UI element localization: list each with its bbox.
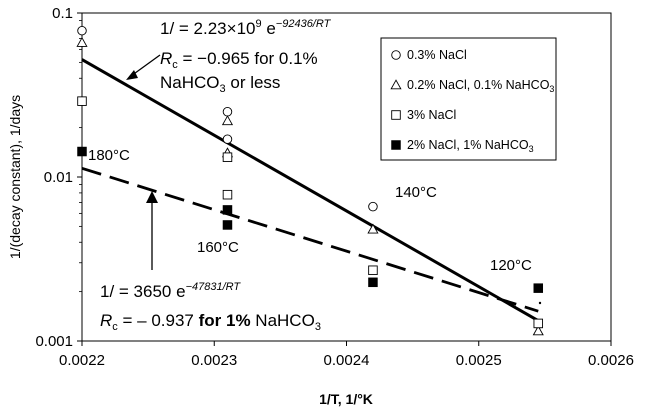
data-point-series-3: [222, 205, 233, 215]
data-point-series-2: [222, 152, 233, 162]
x-tick-label: 0.0022: [59, 352, 105, 369]
legend-marker: [391, 50, 401, 60]
data-point-series-2: [77, 96, 87, 106]
dashed-fit-line: [81, 166, 539, 313]
dashed-fit-correlation: Rc = – 0.937 for 1% NaHCO3: [100, 311, 321, 333]
y-tick-label: 0.1: [52, 5, 73, 22]
legend-marker: [390, 79, 402, 90]
legend-box: [380, 37, 557, 161]
temp-label-120: 120°C: [490, 257, 532, 274]
solid-fit-arrowhead: [126, 70, 138, 80]
data-point-series-2: [368, 265, 378, 276]
solid-fit-correlation-line2: NaHCO3 or less: [160, 73, 280, 95]
data-point-series-0: [222, 106, 233, 117]
fit-lines: [81, 58, 540, 322]
data-point-series-3: [77, 146, 87, 157]
x-tick-label: 0.0026: [588, 352, 634, 369]
data-point-series-0: [368, 201, 378, 212]
y-tick-label: 0.01: [44, 169, 73, 186]
dashed-fit-arrowhead: [146, 191, 158, 203]
legend-marker: [391, 140, 401, 150]
data-point-series-3: [222, 220, 233, 230]
data-point-series-3: [368, 277, 378, 288]
data-point-series-1: [221, 115, 234, 126]
marker-dot: [538, 301, 542, 305]
data-point-series-0: [77, 25, 87, 36]
data-points: [76, 25, 544, 336]
data-point-series-1: [76, 36, 88, 47]
temp-label-140: 140°C: [395, 184, 437, 201]
legend-label: 0.2% NaCl, 0.1% NaHCO3: [407, 78, 554, 94]
solid-fit-equation: 1/ = 2.23×109 e−92436/RT: [160, 18, 332, 38]
temp-label-180: 180°C: [88, 147, 130, 164]
data-point-series-2: [533, 318, 544, 329]
x-tick-label: 0.0025: [456, 352, 502, 369]
data-point-series-3: [533, 283, 544, 293]
x-tick-label: 0.0024: [324, 352, 370, 369]
y-axis-title: 1/(decay constant), 1/days: [7, 95, 23, 259]
legend-label: 2% NaCl, 1% NaHCO3: [407, 138, 534, 154]
legend-label: 3% NaCl: [407, 108, 456, 122]
data-point-series-1: [532, 325, 544, 336]
legend-marker: [391, 110, 401, 120]
data-point-series-0: [222, 134, 233, 144]
dashed-fit-equation: 1/ = 3650 e−47831/RT: [100, 281, 241, 301]
legend-label: 0.3% NaCl: [407, 48, 467, 62]
solid-fit-line: [81, 58, 540, 322]
y-tick-label: 0.001: [35, 333, 73, 350]
temp-label-160: 160°C: [197, 239, 239, 256]
legend: 0.3% NaCl 0.2% NaCl, 0.1% NaHCO3 3% NaCl 2%…: [390, 48, 554, 154]
x-tick-label: 0.0023: [191, 352, 237, 369]
data-point-series-1: [367, 223, 379, 234]
solid-fit-correlation: Rc = −0.965 for 0.1%: [160, 49, 318, 71]
x-axis-title: 1/T, 1/°K: [319, 391, 373, 407]
data-point-series-2: [222, 189, 233, 200]
axis-ticks: 0.0022 0.0023 0.0024 0.0025 0.0026 0.001 0.01 0…: [35, 5, 633, 369]
solid-fit-arrow: [130, 54, 161, 77]
